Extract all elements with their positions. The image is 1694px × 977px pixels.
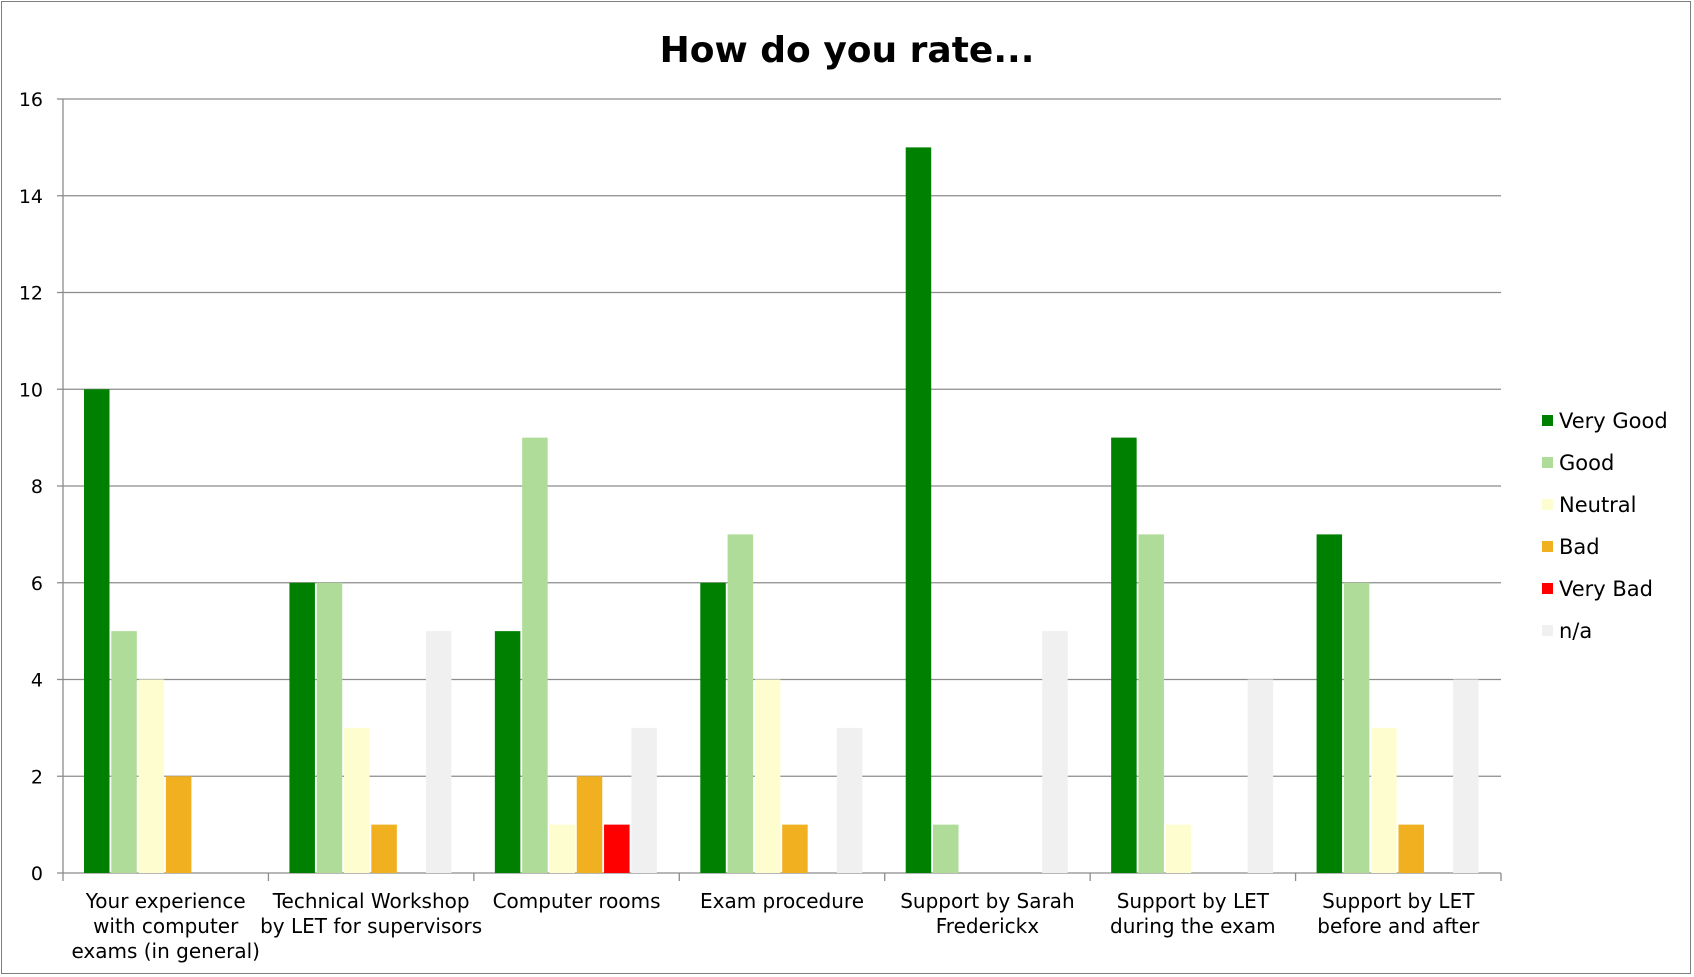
legend-label: Neutral [1559, 493, 1637, 517]
y-tick-label: 6 [31, 573, 43, 595]
x-category-label: with computer [93, 914, 239, 938]
y-tick-label: 8 [31, 476, 43, 498]
bar-bad [782, 824, 808, 873]
legend-label: Good [1559, 451, 1614, 475]
x-category-label: Support by Sarah [900, 889, 1074, 913]
bar-bad [165, 776, 192, 873]
bar-very-good [1111, 437, 1137, 873]
bar-neutral [754, 679, 781, 873]
bar-neutral [1165, 824, 1192, 873]
x-category-label: Frederickx [936, 914, 1039, 938]
grid-lines [63, 98, 1501, 777]
legend: Very Good Good Neutral Bad Very Bad n/a [1542, 409, 1668, 643]
bar-very-good [905, 147, 932, 873]
x-category-label: by LET for supervisors [260, 914, 482, 938]
bar-neutral [138, 679, 165, 873]
bars [84, 147, 1479, 873]
x-category-label: Technical Workshop [272, 889, 470, 913]
legend-label: Very Bad [1559, 577, 1653, 601]
legend-label: Very Good [1559, 409, 1668, 433]
bar-bad [371, 824, 397, 873]
x-category-label: Computer rooms [493, 889, 661, 913]
legend-swatch [1542, 625, 1553, 636]
bar-good [316, 582, 343, 873]
bar-bad [1398, 824, 1424, 873]
bar-very-bad [604, 824, 630, 873]
bar-very-good [84, 389, 110, 873]
x-category-label: Support by LET [1322, 889, 1475, 913]
bar-good [522, 437, 548, 873]
bar-good [111, 631, 137, 873]
y-tick-label: 16 [19, 89, 43, 111]
legend-swatch [1542, 415, 1553, 426]
legend-label: n/a [1559, 619, 1592, 643]
y-tick-label: 4 [31, 670, 43, 692]
y-tick-label: 0 [31, 863, 43, 885]
bar-n-a [1247, 679, 1274, 873]
bar-n-a [836, 727, 863, 873]
bar-good [727, 534, 754, 873]
y-tick-label: 12 [19, 283, 43, 305]
bar-neutral [1371, 727, 1397, 873]
bar-good [1343, 582, 1370, 873]
bar-very-good [1316, 534, 1343, 873]
x-category-label: exams (in general) [71, 939, 260, 963]
bar-neutral [344, 727, 370, 873]
chart-title: How do you rate... [660, 30, 1035, 71]
legend-swatch [1542, 499, 1553, 510]
legend-swatch [1542, 541, 1553, 552]
bar-n-a [1042, 631, 1068, 873]
bar-n-a [1453, 679, 1479, 873]
bar-very-good [700, 582, 726, 873]
x-category-label: before and after [1317, 914, 1480, 938]
bar-very-good [494, 631, 521, 873]
legend-swatch [1542, 583, 1553, 594]
y-tick-label: 14 [19, 186, 43, 208]
x-category-label: Support by LET [1117, 889, 1270, 913]
bar-n-a [631, 727, 657, 873]
bar-neutral [549, 824, 575, 873]
bar-bad [576, 776, 603, 873]
bar-very-good [289, 582, 315, 873]
y-tick-label: 10 [19, 379, 43, 401]
x-category-label: Your experience [85, 889, 246, 913]
legend-swatch [1542, 457, 1553, 468]
y-tick-label: 2 [31, 766, 43, 788]
bar-n-a [425, 631, 452, 873]
x-category-label: Exam procedure [700, 889, 864, 913]
legend-label: Bad [1559, 535, 1600, 559]
bar-good [933, 824, 959, 873]
x-category-label: during the exam [1110, 914, 1276, 938]
bar-good [1138, 534, 1164, 873]
